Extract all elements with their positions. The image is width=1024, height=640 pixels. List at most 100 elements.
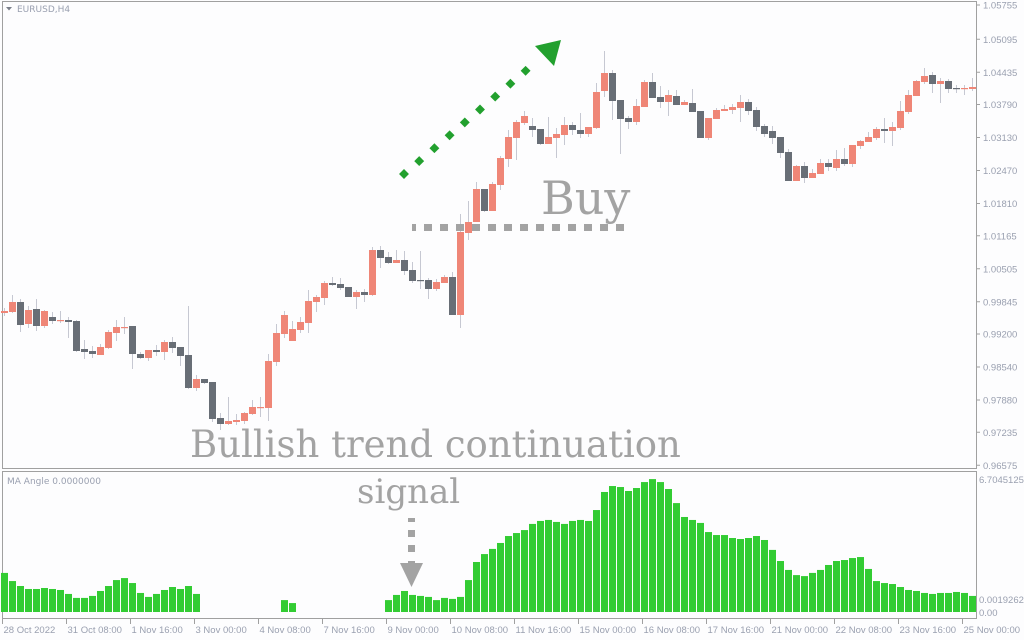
histogram-bar [905,589,912,612]
bull-candle [833,150,840,171]
bull-candle [601,51,608,97]
time-label: 23 Nov 16:00 [900,625,957,636]
candle-body [937,81,944,84]
histogram-bar [881,583,888,612]
histogram-bar [665,489,672,612]
histogram-bar [153,593,160,612]
bull-candle [161,340,168,360]
bull-candle [441,275,448,283]
candle-body [297,322,304,330]
candle-body [33,309,40,326]
candle-body [553,134,560,138]
bear-candle [785,149,792,181]
bear-candle [673,90,680,105]
histogram-bar [785,569,792,612]
histogram-bar [193,593,200,612]
bear-candle [529,118,536,137]
time-label: 9 Nov 00:00 [388,625,439,636]
candle-body [233,420,240,422]
bear-candle [425,278,432,299]
histogram-bar [753,536,760,612]
histogram-bar [89,595,96,612]
bear-candle [129,326,136,369]
histogram-bar [593,510,600,612]
candle-body [825,163,832,167]
histogram-bar [849,558,856,612]
candle-body [169,342,176,348]
candle-body [961,88,968,90]
price-axis: 1.05755 1.05095 1.04435 1.03790 1.03130 1.024… [976,1,1017,472]
histogram-bar [737,538,744,612]
histogram-bar [113,580,120,612]
price-label: 1.05095 [983,35,1017,46]
histogram-bar [169,587,176,612]
bull-candle [961,85,968,95]
arrow-dot [399,169,409,179]
candle-body [369,250,376,295]
histogram-bar [713,535,720,612]
candle-body [569,125,576,130]
histogram-bar [521,530,528,612]
bear-candle [361,289,368,302]
bull-candle [793,165,800,181]
histogram-bar [729,538,736,612]
bull-candle [145,350,152,361]
bull-candle [633,99,640,125]
candle-body [289,329,296,341]
bull-candle [393,250,400,263]
histogram-bar [825,564,832,612]
time-label: 7 Nov 16:00 [324,625,375,636]
histogram-bar [489,548,496,612]
ma-angle-histogram [1,479,976,612]
collapse-triangle-icon[interactable] [6,7,12,11]
histogram-bar [9,581,16,612]
price-label: 0.97880 [983,396,1017,407]
bull-candle [321,281,328,305]
time-label: 4 Nov 08:00 [260,625,311,636]
bull-candle [521,111,528,125]
histogram-bar [457,596,464,612]
candle-body [417,280,424,282]
histogram-bar [441,597,448,612]
candle-body [665,95,672,102]
bull-candle [913,80,920,96]
bull-candle [585,127,592,137]
bull-candle [121,317,128,334]
arrow-dot [459,117,470,128]
histogram-bar [969,595,976,612]
bull-candle [265,354,272,421]
bear-candle [385,252,392,264]
arrow-dot [444,130,455,141]
candles [1,51,976,430]
histogram-bar [817,569,824,612]
candle-body [777,137,784,153]
histogram-bar [777,561,784,612]
indicator-max-label: 6.7045125 [979,475,1024,486]
bull-candle [433,279,440,291]
bear-candle [137,352,144,359]
bull-candle [233,414,240,425]
main-pane-frame [2,1,977,469]
bull-candle [369,247,376,296]
histogram-bar [545,519,552,612]
histogram-bar [49,588,56,612]
candle-body [497,158,504,185]
bull-candle [553,128,560,158]
bull-candle [729,104,736,114]
bear-candle [689,89,696,112]
price-label: 0.98540 [983,363,1017,374]
bear-candle [217,413,224,430]
histogram-bar [57,589,64,612]
bull-candle [97,344,104,355]
histogram-bar [961,592,968,612]
candle-body [377,250,384,258]
candle-body [409,270,416,281]
histogram-bar [529,523,536,612]
indicator-min-label-2: 0.0019262 [979,595,1024,606]
candle-body [633,106,640,122]
histogram-bar [17,586,24,612]
candle-body [265,361,272,408]
candle-body [65,320,72,322]
histogram-bar [553,521,560,612]
candle-body [537,129,544,144]
